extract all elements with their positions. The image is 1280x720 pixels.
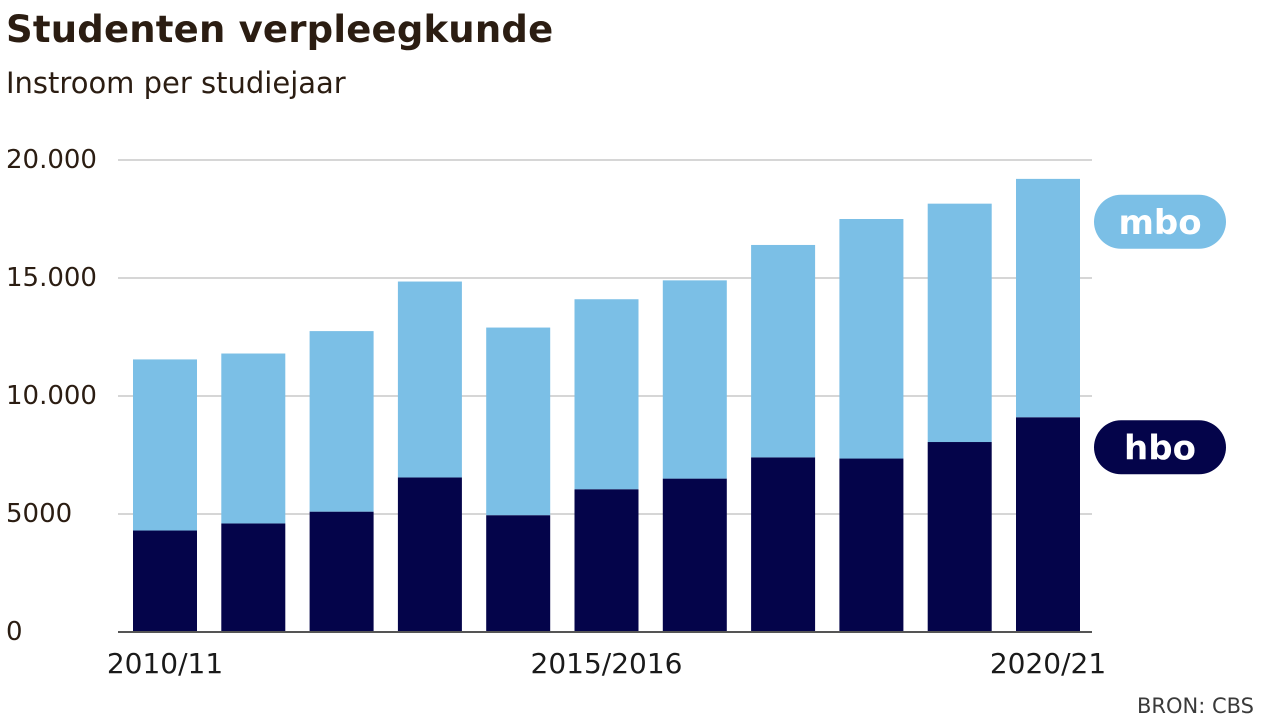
bar-mbo <box>486 327 551 516</box>
y-tick-label: 0 <box>6 617 23 647</box>
bar-mbo <box>662 280 727 479</box>
bar-mbo <box>751 244 816 458</box>
x-tick-label: 2020/21 <box>990 647 1106 680</box>
bar-mbo <box>927 203 992 443</box>
x-tick-label: 2015/2016 <box>531 647 683 680</box>
source-note: BRON: CBS <box>1136 694 1254 718</box>
bar-mbo <box>309 331 374 512</box>
y-tick-label: 15.000 <box>6 263 97 293</box>
bar-hbo <box>751 457 816 632</box>
chart-title: Studenten verpleegkunde <box>6 8 554 51</box>
bar-hbo <box>309 511 374 632</box>
legend-hbo-pill <box>1094 420 1226 475</box>
bar-mbo <box>221 353 286 524</box>
bar-mbo <box>574 299 639 490</box>
bar-hbo <box>1016 417 1080 632</box>
legend-mbo-label: mbo <box>1118 203 1201 243</box>
bars <box>133 178 1080 632</box>
x-tick-label: 2010/11 <box>107 647 223 680</box>
y-tick-label: 10.000 <box>6 381 97 411</box>
y-tick-label: 20.000 <box>6 145 97 175</box>
bar-hbo <box>574 489 639 632</box>
legend: mbo hbo <box>1094 194 1226 475</box>
bar-hbo <box>397 477 462 632</box>
legend-hbo-label: hbo <box>1124 428 1196 468</box>
bar-mbo <box>397 281 462 478</box>
bar-hbo <box>839 458 904 632</box>
bar-hbo <box>221 523 286 632</box>
y-tick-label: 5000 <box>6 499 72 529</box>
bar-mbo <box>839 219 904 459</box>
legend-mbo-pill <box>1094 194 1226 249</box>
axes: 0 5000 10.000 15.000 20.000 2010/11 2015/2016 2… <box>6 145 1106 680</box>
bar-hbo <box>662 478 727 632</box>
bar-hbo <box>133 530 197 632</box>
bar-mbo <box>1016 178 1080 418</box>
bar-hbo <box>486 515 551 632</box>
chart-subtitle: Instroom per studiejaar <box>6 66 346 100</box>
bar-hbo <box>927 442 992 632</box>
bar-mbo <box>133 359 197 531</box>
